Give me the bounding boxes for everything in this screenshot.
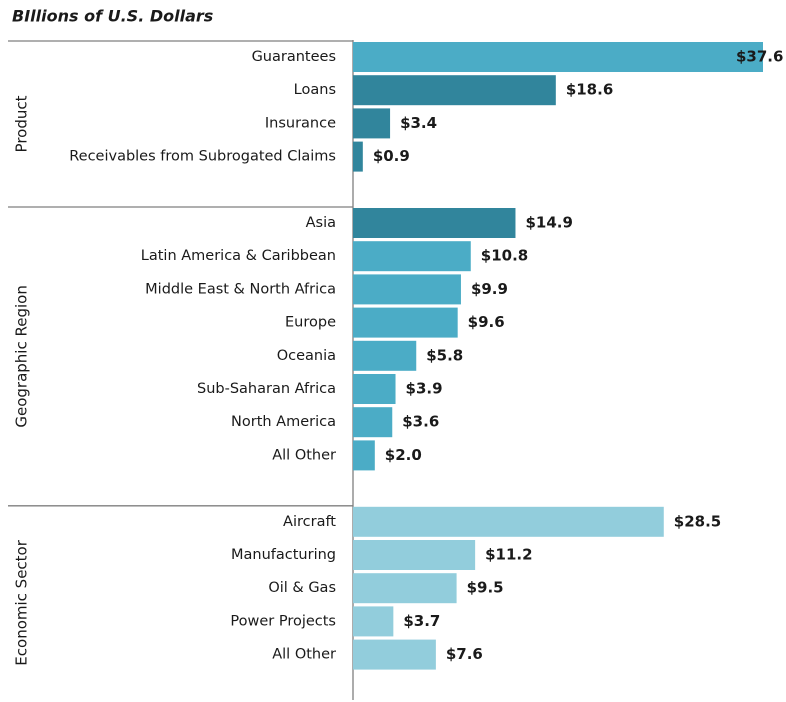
- category-label: North America: [231, 414, 336, 430]
- bar: [353, 407, 393, 438]
- bar: [353, 374, 396, 404]
- bar: [353, 75, 556, 106]
- bar: [353, 108, 391, 139]
- category-label: Europe: [285, 315, 336, 331]
- value-label: $18.6: [566, 81, 613, 99]
- value-label: $9.9: [471, 280, 508, 298]
- value-label: $9.6: [468, 313, 505, 331]
- category-label: Middle East & North Africa: [145, 281, 336, 297]
- value-label: $10.8: [481, 247, 528, 265]
- chart-title: BIllions of U.S. Dollars: [12, 7, 213, 26]
- category-label: Insurance: [265, 115, 336, 131]
- group-label: Economic Sector: [13, 539, 31, 665]
- bar: [353, 573, 457, 604]
- category-label: Oceania: [277, 348, 336, 364]
- bar: [353, 540, 476, 570]
- category-label: Loans: [294, 82, 336, 98]
- group-label: Product: [13, 95, 31, 152]
- category-label: Asia: [306, 215, 336, 231]
- category-label: Power Projects: [230, 613, 336, 629]
- bar: [353, 307, 458, 338]
- value-label: $9.5: [467, 579, 504, 597]
- category-label: Guarantees: [252, 49, 336, 65]
- bar: [353, 274, 461, 305]
- group-label: Geographic Region: [13, 285, 31, 427]
- value-label: $0.9: [373, 147, 410, 165]
- category-label: Receivables from Subrogated Claims: [69, 149, 336, 165]
- bar: [353, 606, 394, 637]
- bar: [353, 440, 375, 471]
- category-label: Manufacturing: [231, 547, 336, 563]
- bar: [353, 506, 664, 537]
- value-label: $14.9: [525, 214, 572, 232]
- category-label: Latin America & Caribbean: [141, 248, 336, 264]
- value-label: $28.5: [674, 512, 721, 530]
- value-label: $3.9: [406, 380, 443, 398]
- category-label: All Other: [272, 647, 336, 663]
- category-label: Sub-Saharan Africa: [197, 381, 336, 397]
- bar: [353, 42, 763, 72]
- value-label: $11.2: [485, 546, 532, 564]
- value-label: $5.8: [426, 346, 463, 364]
- value-label: $7.6: [446, 645, 483, 663]
- value-label: $3.6: [402, 413, 439, 431]
- value-label: $37.6: [736, 48, 783, 66]
- bar: [353, 241, 471, 272]
- bar: [353, 208, 516, 238]
- bar: [353, 141, 363, 172]
- bar: [353, 639, 436, 670]
- bar: [353, 340, 417, 371]
- value-label: $3.4: [400, 114, 437, 132]
- value-label: $2.0: [385, 446, 422, 464]
- category-label: Aircraft: [283, 514, 336, 530]
- category-label: All Other: [272, 447, 336, 463]
- category-label: Oil & Gas: [268, 580, 336, 596]
- value-label: $3.7: [403, 612, 440, 630]
